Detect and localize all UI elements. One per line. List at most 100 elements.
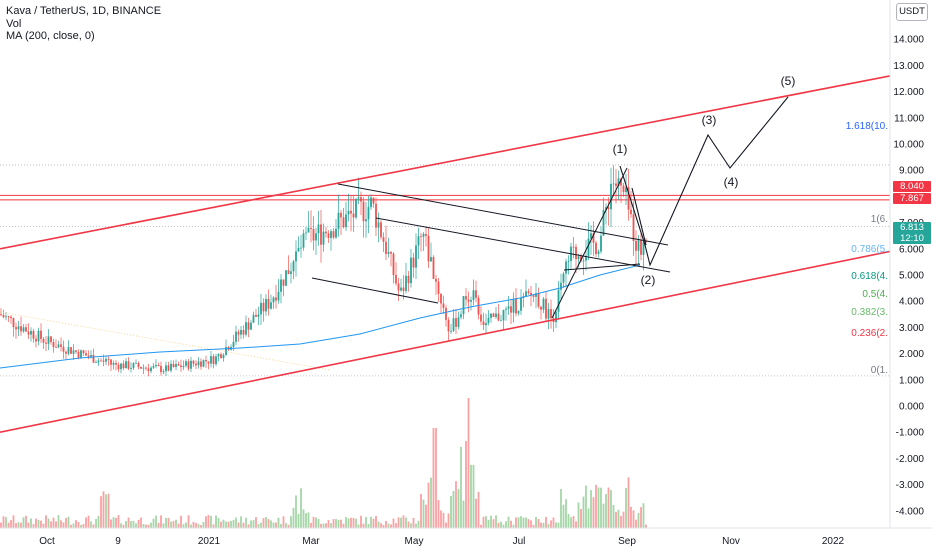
channel-upper-line <box>0 75 891 250</box>
volume-bar <box>117 515 120 528</box>
fib-level-label: 0.236(2. <box>851 328 888 339</box>
volume-bar <box>585 485 587 528</box>
y-tick-label: 9.000 <box>899 166 924 177</box>
y-tick-label: -3.000 <box>896 480 925 491</box>
y-tick-label: 1.000 <box>899 375 924 386</box>
volume-bar <box>80 524 82 528</box>
candle-body <box>610 183 612 210</box>
candle-body <box>547 309 550 319</box>
wave-label: (5) <box>781 74 796 88</box>
candle-body <box>85 353 87 356</box>
candle-body <box>445 307 447 320</box>
candle-body <box>622 185 625 193</box>
volume-bar <box>477 491 480 528</box>
candle-body <box>475 290 477 298</box>
fib-level-label: 0.618(4. <box>851 271 888 282</box>
volume-bar <box>442 512 445 528</box>
candle-body <box>45 342 47 344</box>
candle-body <box>232 341 235 347</box>
candle-body <box>297 248 300 252</box>
vol-indicator-label[interactable]: Vol <box>6 17 22 30</box>
candle-body <box>277 291 280 301</box>
candle-body <box>392 253 395 276</box>
x-tick-label: Sep <box>618 536 636 547</box>
volume-bar <box>435 428 437 528</box>
trend-lines[interactable] <box>311 167 671 319</box>
x-tick-label: 2021 <box>198 536 221 547</box>
volume-bar <box>207 515 210 528</box>
candle-body <box>140 366 142 369</box>
candle-body <box>512 299 515 313</box>
volume-bar <box>345 517 347 528</box>
volume-bar <box>390 524 392 528</box>
candle-body <box>357 197 360 199</box>
candle-body <box>555 311 557 323</box>
candle-body <box>585 255 587 261</box>
candle-body <box>250 322 252 330</box>
volume-bar <box>2 516 5 528</box>
volume-bar <box>22 517 25 528</box>
candle-body <box>172 363 175 368</box>
candle-body <box>337 212 340 229</box>
volume-bar <box>82 523 85 528</box>
trend-line <box>375 217 671 273</box>
symbol-title[interactable]: Kava / TetherUS, 1D, BINANCE <box>6 5 162 17</box>
candle-body <box>397 283 400 291</box>
candle-body <box>205 360 207 362</box>
candle-body <box>110 359 112 365</box>
candle-body <box>635 240 637 251</box>
volume-bar <box>237 522 240 528</box>
candle-body <box>412 257 415 268</box>
volume-bar <box>510 520 512 528</box>
trend-line <box>551 167 628 319</box>
candle-body <box>437 281 440 294</box>
volume-bar <box>387 523 390 528</box>
volume-bar <box>395 523 397 528</box>
volume-bar <box>110 519 112 528</box>
volume-bar <box>255 517 257 528</box>
volume-bar <box>92 524 95 528</box>
candle-body <box>605 207 607 211</box>
ma-200-curve <box>0 264 641 369</box>
candle-body <box>252 314 255 323</box>
volume-bar <box>527 519 530 528</box>
trend-channel[interactable] <box>0 75 891 433</box>
candle-body <box>197 361 200 366</box>
candle-body <box>270 302 272 309</box>
volume-bar <box>37 520 40 528</box>
candle-body <box>32 330 35 339</box>
candle-body <box>330 231 332 238</box>
current-price-value: 6.813 <box>900 222 924 233</box>
volume-bar <box>402 515 405 528</box>
candle-body <box>87 355 90 357</box>
candle-body <box>407 275 410 284</box>
volume-bar <box>577 502 580 528</box>
candle-body <box>135 362 137 364</box>
volume-bar <box>502 524 505 528</box>
volume-bar <box>590 490 592 528</box>
volume-bar <box>450 495 452 528</box>
elliott-wave-path[interactable] <box>619 96 789 267</box>
candle-body <box>482 321 485 326</box>
volume-bar <box>102 491 105 528</box>
volume-bar <box>30 518 32 528</box>
candle-body <box>387 251 390 254</box>
time-scale[interactable]: Oct 9 2021 Mar May Jul Sep Nov 2022 <box>39 536 844 547</box>
candle-body <box>130 367 132 369</box>
currency-button[interactable]: USDT <box>896 3 928 21</box>
candle-body <box>287 270 290 274</box>
ma-indicator-label[interactable]: MA (200, close, 0) <box>6 30 95 42</box>
trend-line <box>563 263 641 271</box>
volume-bar <box>57 515 60 528</box>
candle-body <box>152 366 155 368</box>
volume-bar <box>322 523 325 528</box>
price-scale[interactable]: 14.00013.00012.00011.00010.0009.0008.000… <box>893 35 924 518</box>
candle-body <box>175 364 177 368</box>
candle-body <box>602 210 605 236</box>
volume-bar <box>220 521 222 528</box>
candle-body <box>457 317 460 327</box>
candle-body <box>47 336 50 344</box>
candle-body <box>177 364 180 366</box>
y-tick-label: 0.000 <box>899 402 924 413</box>
